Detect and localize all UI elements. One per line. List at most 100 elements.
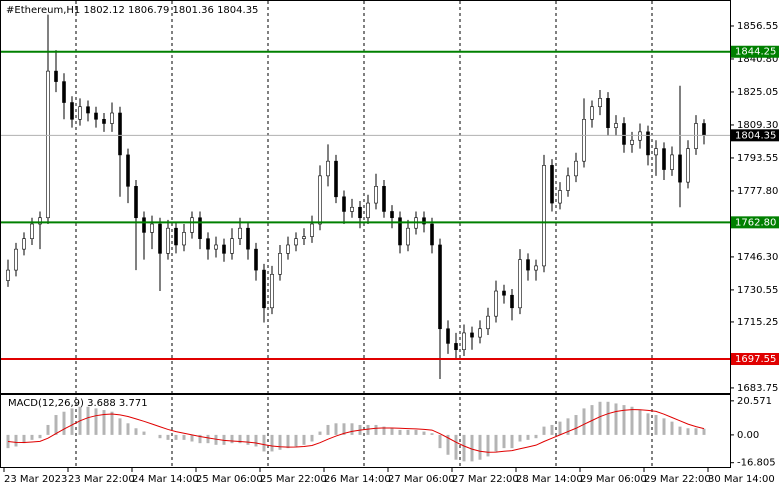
macd-title: MACD(12,26,9) 3.688 3.771 (8, 398, 148, 409)
macd-bar (30, 434, 34, 440)
macd-bar (86, 406, 90, 435)
macd-bar (662, 418, 666, 435)
level-box (731, 216, 779, 229)
macd-bar (534, 434, 538, 439)
macd-bar (22, 434, 26, 444)
macd-bar (318, 431, 322, 435)
y-tick-label: 1793.55 (737, 153, 778, 164)
macd-bar (326, 424, 330, 435)
macd-bar (126, 423, 130, 435)
macd-bar (558, 421, 562, 435)
level-box (731, 45, 779, 58)
candle-body (294, 238, 298, 246)
candle-body (614, 123, 618, 128)
y-tick-label: 1825.05 (737, 87, 778, 98)
y-tick-label: 1683.75 (737, 383, 778, 394)
macd-bar (574, 415, 578, 435)
x-tick-label: 23 Mar 22:00 (68, 474, 135, 485)
candle-body (350, 206, 354, 212)
y-tick-label: 1809.30 (737, 120, 778, 131)
macd-bar (70, 408, 74, 435)
candle-body (6, 269, 10, 281)
candle-body (342, 196, 346, 212)
candle-body (302, 236, 306, 239)
candle-body (638, 131, 642, 141)
macd-bar (270, 434, 274, 452)
candle-body (662, 148, 666, 170)
candle-body (254, 248, 258, 271)
macd-bar (214, 434, 218, 445)
candle-body (326, 160, 330, 177)
y-tick-label: 1840.80 (737, 54, 778, 65)
candle-body (430, 223, 434, 246)
candle-body (566, 175, 570, 191)
candle-body (686, 148, 690, 183)
macd-bar (494, 434, 498, 452)
macd-bar (118, 418, 122, 435)
y-tick-label: 0.00 (737, 430, 759, 441)
macd-bar (430, 433, 434, 435)
candle-body (158, 223, 162, 254)
macd-bar (342, 423, 346, 435)
candle-body (54, 70, 58, 82)
candle-body (382, 186, 386, 212)
macd-bar (502, 434, 506, 449)
candle-body (598, 98, 602, 108)
candle-body (678, 154, 682, 183)
candle-body (22, 238, 26, 250)
y-tick-label: 1730.55 (737, 285, 778, 296)
macd-bar (246, 434, 250, 445)
macd-bar (310, 434, 314, 442)
macd-bar (614, 403, 618, 435)
candle-body (134, 186, 138, 219)
candle-body (214, 244, 218, 250)
level-box (731, 353, 779, 366)
candle-body (246, 227, 250, 250)
macd-bar (14, 434, 18, 447)
price-panel (0, 0, 731, 394)
macd-bar (510, 434, 514, 449)
macd-bar (454, 434, 458, 460)
candle-body (670, 154, 674, 170)
macd-bar (702, 428, 706, 435)
candle-body (150, 223, 154, 233)
level-label: 1697.55 (735, 354, 776, 365)
candle-body (334, 160, 338, 198)
macd-bar (166, 434, 170, 440)
macd-bar (54, 415, 58, 435)
candle-body (422, 217, 426, 225)
candle-body (198, 217, 202, 239)
candle-body (14, 248, 18, 271)
level-label: 1844.25 (735, 47, 776, 58)
candle-body (126, 154, 130, 187)
macd-bar (598, 401, 602, 435)
candle-body (166, 227, 170, 254)
candle-body (70, 102, 74, 120)
candle-body (358, 206, 362, 219)
candle-body (550, 165, 554, 204)
macd-bar (294, 434, 298, 447)
x-tick-label: 27 Mar 22:00 (452, 474, 519, 485)
candle-body (278, 253, 282, 275)
macd-bar (390, 428, 394, 435)
candle-body (454, 343, 458, 350)
candle-body (78, 106, 82, 120)
macd-bar (142, 431, 146, 435)
macd-bar (646, 413, 650, 435)
candle-body (478, 328, 482, 338)
macd-bar (102, 410, 106, 435)
candle-body (590, 106, 594, 120)
macd-bar (422, 431, 426, 435)
macd-bar (302, 434, 306, 445)
candle-body (206, 238, 210, 250)
macd-bar (198, 434, 202, 444)
macd-bar (542, 426, 546, 435)
candle-body (374, 186, 378, 204)
macd-bar (446, 434, 450, 455)
x-tick-label: 28 Mar 14:00 (516, 474, 583, 485)
macd-bar (94, 408, 98, 435)
candle-body (606, 98, 610, 128)
candle-body (486, 315, 490, 330)
x-tick-label: 25 Mar 06:00 (196, 474, 263, 485)
